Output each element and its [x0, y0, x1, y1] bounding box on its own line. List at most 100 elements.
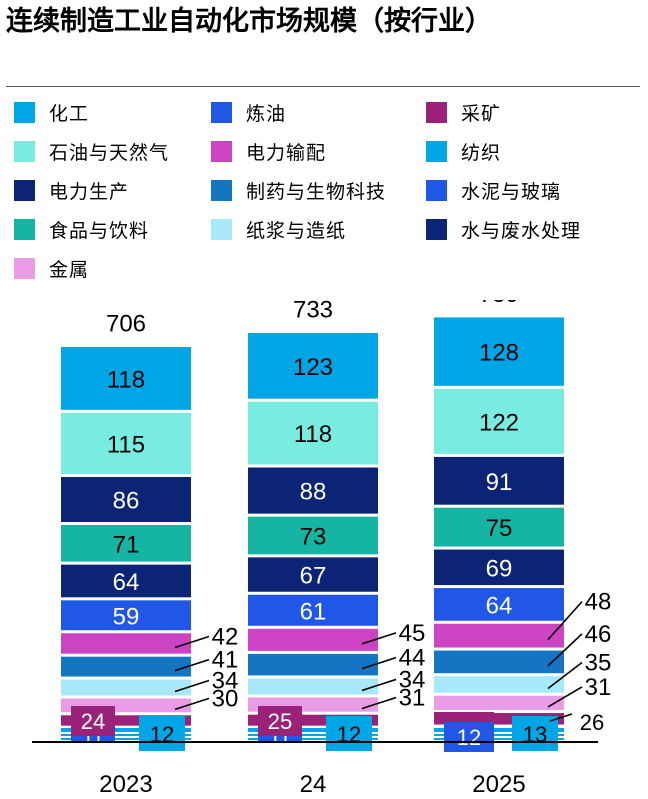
- category-axis-label: 2023: [99, 771, 152, 798]
- bar-segment: [434, 317, 564, 386]
- bar-segment: [61, 715, 191, 726]
- bar-segment: [434, 695, 564, 711]
- legend-label: 炼油: [246, 102, 287, 125]
- outside-value-label: 44: [399, 645, 426, 672]
- outside-value-label: 48: [585, 589, 612, 616]
- cement-label: 12: [457, 725, 481, 750]
- value-leader-line: [361, 656, 397, 670]
- legend-item: 电力生产: [14, 178, 129, 203]
- bar-segment: [434, 456, 564, 505]
- value-leader-line: [361, 678, 397, 692]
- value-leader-line: [547, 633, 583, 667]
- outside-value-label: 34: [399, 666, 426, 693]
- bar-segment: [434, 676, 564, 693]
- mining-leader-line: [549, 713, 573, 722]
- outside-value-label: 31: [399, 685, 426, 712]
- bar-segment: [61, 346, 191, 410]
- bar-segment: [248, 653, 378, 676]
- cement-bar: [444, 722, 494, 752]
- legend-item: 金属: [14, 256, 90, 281]
- bar-total-label: 733: [293, 300, 333, 324]
- legend-label: 纺织: [461, 141, 502, 164]
- outside-value-label: 31: [585, 674, 612, 701]
- segment-value-label: 118: [107, 366, 145, 393]
- segment-value-label: 122: [479, 409, 519, 436]
- value-leader-line: [361, 696, 397, 710]
- bar-base-gap: [248, 736, 378, 738]
- bar-segment: [434, 588, 564, 621]
- bar-base-gap: [61, 736, 191, 738]
- category-axis-label: 2025: [472, 771, 525, 798]
- value-leader-line: [174, 635, 210, 649]
- legend-label: 电力输配: [246, 141, 327, 164]
- legend-item: 石油与天然气: [14, 139, 170, 164]
- bar-segment: [434, 713, 564, 725]
- value-leader-line: [361, 632, 397, 645]
- bar-segment: [61, 656, 191, 677]
- legend-swatch: [426, 140, 447, 162]
- bar-segment: [61, 564, 191, 598]
- segment-value-label: 123: [293, 354, 333, 381]
- mining-label: 26: [580, 710, 604, 735]
- segment-value-label: 73: [300, 523, 327, 550]
- bar-base-gap: [434, 736, 564, 738]
- bar-segment: [248, 401, 378, 465]
- segment-value-label: 71: [113, 531, 140, 558]
- segment-value-label: 64: [486, 592, 513, 619]
- legend-label: 金属: [49, 258, 90, 281]
- legend-item: 电力输配: [211, 139, 327, 164]
- mining-bar: [258, 706, 302, 736]
- segment-value-label: 67: [300, 563, 327, 590]
- legend-label: 水泥与玻璃: [461, 180, 562, 203]
- segment-value-label: 64: [113, 569, 140, 596]
- title-divider: [6, 86, 640, 87]
- textile-label: 12: [337, 722, 361, 747]
- legend-swatch: [14, 179, 35, 201]
- chart-title: 连续制造工业自动化市场规模（按行业）: [6, 6, 492, 37]
- outside-value-label: 41: [212, 647, 239, 674]
- legend-swatch: [426, 101, 447, 123]
- segment-value-label: 75: [486, 515, 513, 542]
- legend-item: 化工: [14, 100, 90, 125]
- legend-swatch: [14, 140, 35, 162]
- value-leader-line: [547, 686, 583, 708]
- outside-value-label: 46: [585, 621, 612, 648]
- outside-value-label: 30: [212, 685, 239, 712]
- bar-segment: [61, 679, 191, 696]
- outside-value-label: 34: [212, 668, 239, 695]
- bar-base-gap: [248, 732, 378, 734]
- legend-item: 纺织: [426, 139, 502, 164]
- mining-label: 24: [81, 709, 105, 734]
- bar-segment: [248, 557, 378, 592]
- legend-swatch: [14, 218, 35, 240]
- legend-label: 石油与天然气: [49, 141, 170, 164]
- legend-label: 制药与生物科技: [246, 180, 387, 203]
- legend-swatch: [426, 218, 447, 240]
- legend-item: 制药与生物科技: [211, 178, 387, 203]
- segment-value-label: 61: [300, 598, 327, 625]
- segment-value-label: 91: [486, 469, 513, 496]
- value-leader-line: [547, 601, 583, 641]
- legend-swatch: [211, 140, 232, 162]
- stacked-bar-chart: 1124125964718611511830344142706202311251…: [32, 300, 612, 798]
- bar-segment: [61, 524, 191, 562]
- value-leader-line: [174, 679, 210, 693]
- chart-legend: 化工 炼油 采矿 石油与天然气 电力输配 纺织 电力生产 制药与生物科技 水泥与玻璃 食品与饮料 纸…: [14, 100, 640, 290]
- legend-item: 食品与饮料: [14, 217, 149, 242]
- bar-base-gap: [434, 732, 564, 734]
- bar-segment: [434, 507, 564, 547]
- bar-segment: [434, 388, 564, 454]
- legend-item: 水与废水处理: [426, 217, 581, 242]
- segment-value-label: 128: [479, 340, 519, 367]
- textile-label: 13: [523, 722, 547, 747]
- legend-label: 化工: [49, 102, 90, 125]
- bar-segment: [61, 600, 191, 631]
- bar-total-label: 759: [479, 300, 519, 308]
- bar-total-label: 706: [106, 310, 146, 337]
- bar-segment: [248, 594, 378, 626]
- legend-item: 水泥与玻璃: [426, 178, 562, 203]
- bar-segment: [434, 549, 564, 586]
- segment-value-label: 118: [294, 421, 332, 448]
- segment-value-label: 59: [113, 603, 140, 630]
- mining-bar-segment: [434, 712, 494, 720]
